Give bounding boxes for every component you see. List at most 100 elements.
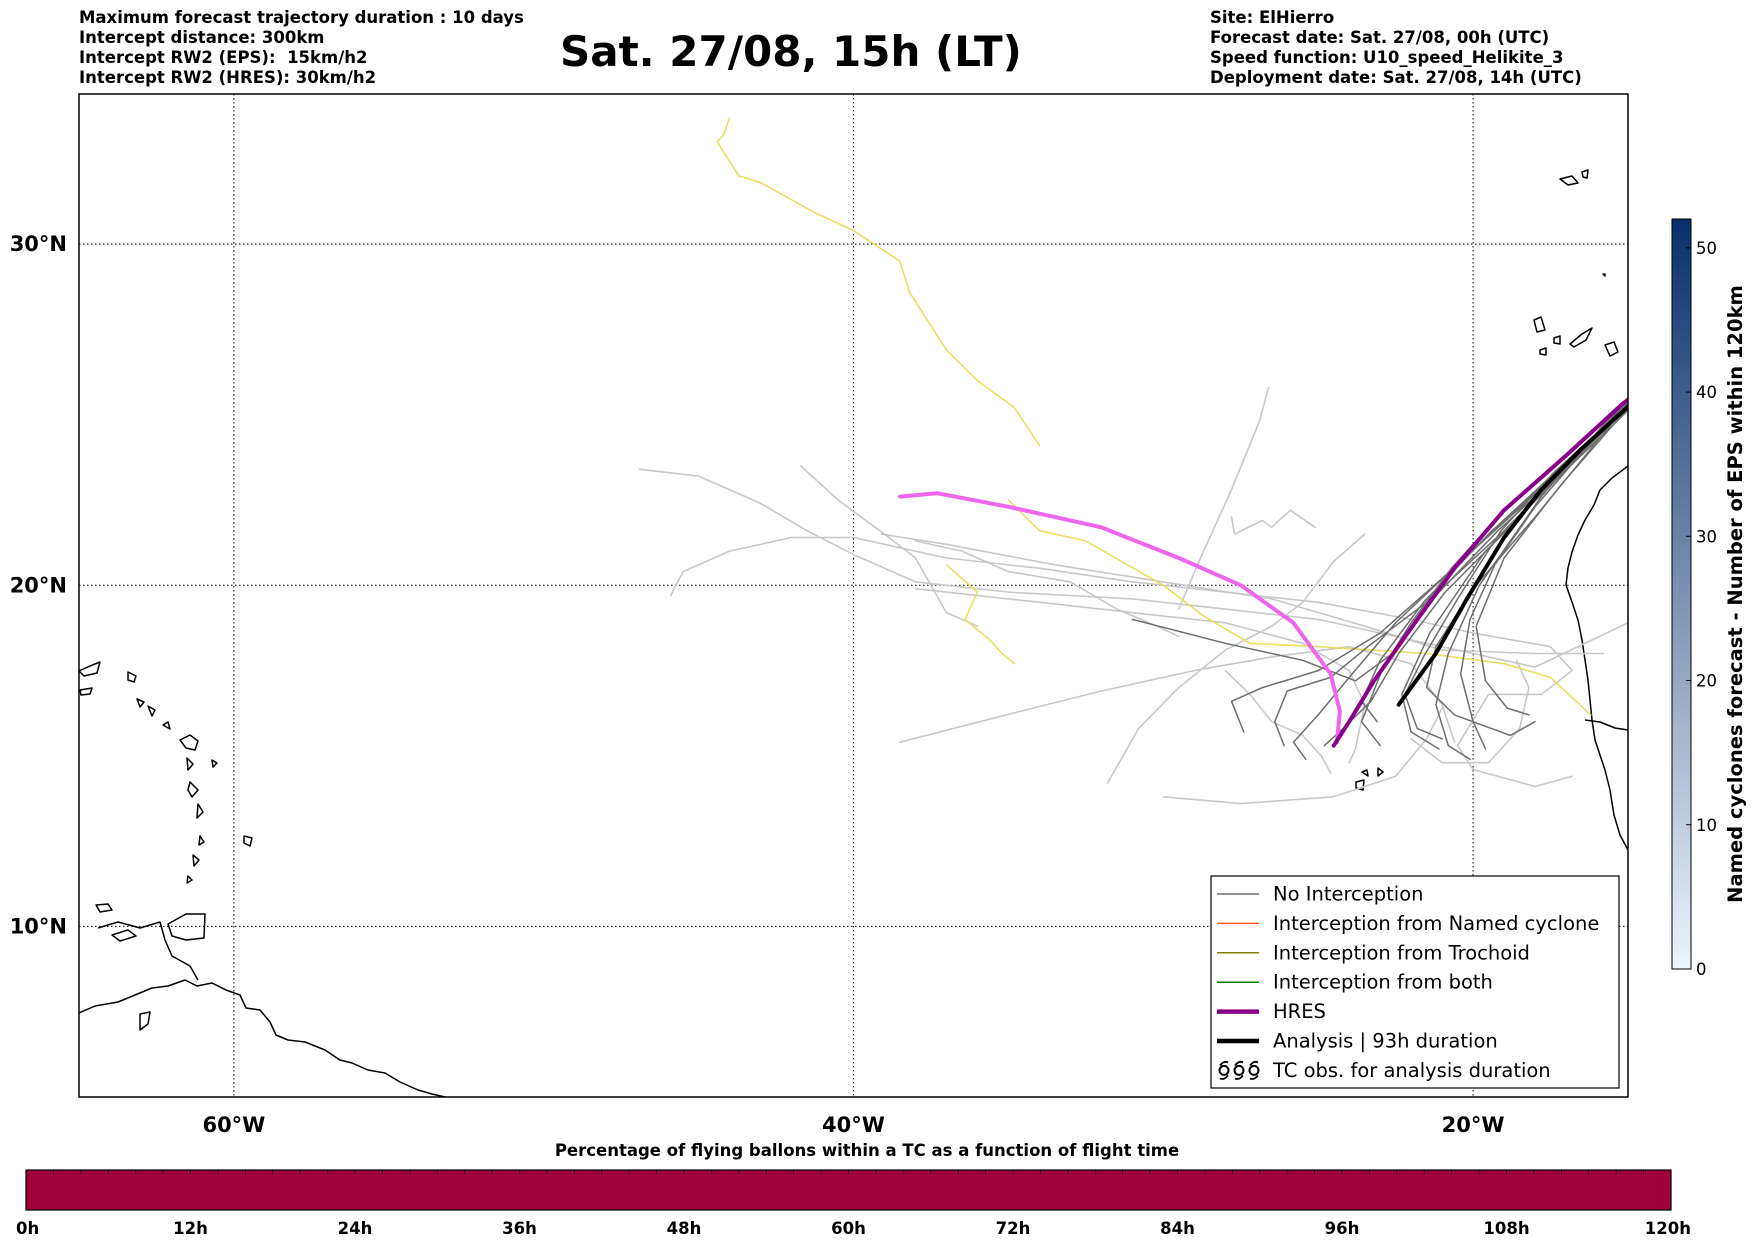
lon-tick-label: 40°W	[822, 1113, 885, 1137]
eps-track-light	[1106, 533, 1366, 784]
eps-colorbar: 0 10 20 30 40 50 Named cyclones forecast - Num…	[1671, 218, 1747, 979]
canary-3	[1533, 316, 1546, 333]
lat-tick-label: 20°N	[10, 573, 67, 597]
colorbar-tick-label: 30	[1696, 527, 1717, 546]
analysis-track	[1396, 403, 1628, 707]
intercept-eps-line: Intercept RW2 (EPS): 15km/h2	[79, 48, 368, 67]
page-title: Sat. 27/08, 15h (LT)	[560, 27, 1022, 76]
eps-track-yellow	[716, 117, 1041, 447]
island-1	[95, 903, 113, 913]
dominica	[186, 757, 194, 771]
eps-track-light	[638, 468, 1628, 668]
map-frame	[78, 93, 1629, 1098]
legend-box	[1210, 875, 1620, 1089]
eps-track-light	[880, 533, 1604, 655]
colorbar-gradient	[1671, 218, 1692, 970]
eps-track-no-interception	[1131, 405, 1628, 682]
flight-time-bar: 0h 12h 24h 36h 48h 60h 72h 84h 96h 108h 120h	[16, 1169, 1691, 1238]
bar-tick-label: 60h	[831, 1219, 866, 1238]
header-left-info: Maximum forecast trajectory duration : 1…	[79, 8, 524, 88]
eps-track-light	[800, 465, 979, 627]
eps-track-yellow	[1007, 499, 1592, 716]
lat-tick-label: 10°N	[10, 914, 67, 938]
speed-function-line: Speed function: U10_speed_Helikite_3	[1210, 48, 1564, 67]
venezuela-coast	[97, 921, 199, 981]
eps-track-light	[899, 645, 1456, 743]
eps-track-no-interception	[1459, 407, 1628, 750]
colorbar-tick-label: 0	[1696, 960, 1707, 979]
hres-deterministic-track	[898, 491, 1342, 745]
lat-tick-label: 30°N	[10, 232, 67, 256]
legend-label: HRES	[1273, 1000, 1326, 1023]
bar-tick-label: 120h	[1645, 1219, 1691, 1238]
antilles-1	[79, 661, 101, 677]
eps-track-yellow	[945, 564, 1016, 665]
cape-verde-2	[1361, 769, 1369, 777]
flight-time-bar-fill	[25, 1169, 1672, 1211]
martinique	[187, 781, 199, 798]
tenerife	[1569, 327, 1593, 348]
map-gridlines	[79, 94, 1628, 1097]
guadeloupe	[179, 734, 199, 751]
eps-track-no-interception	[1435, 396, 1628, 761]
colorbar-tick-label: 10	[1696, 816, 1717, 835]
st-lucia	[196, 803, 204, 819]
intercept-hres-line: Intercept RW2 (HRES): 30km/h2	[79, 68, 377, 87]
antilles-5	[147, 705, 156, 717]
legend-label: No Interception	[1273, 883, 1424, 906]
lon-tick-label: 20°W	[1442, 1113, 1505, 1137]
antilles-2	[79, 687, 93, 696]
eps-track-no-interception	[1401, 409, 1628, 750]
antilles-4	[136, 698, 145, 708]
bar-tick-label: 108h	[1483, 1219, 1529, 1238]
eps-track-no-interception	[1475, 406, 1628, 716]
legend-label: Interception from Trochoid	[1273, 941, 1530, 964]
deployment-date-line: Deployment date: Sat. 27/08, 14h (UTC)	[1210, 68, 1582, 87]
canary-1	[1559, 175, 1579, 186]
legend-label: TC obs. for analysis duration	[1272, 1059, 1551, 1082]
eps-track-light	[914, 587, 1366, 764]
antilles-8	[186, 875, 193, 884]
typhoon-glyph-tail	[1234, 1060, 1244, 1080]
bar-tick-label: 0h	[16, 1219, 39, 1238]
africa-coast	[1565, 465, 1628, 851]
map-axis-ticks: 30°N 20°N 10°N 60°W 40°W 20°W	[10, 232, 1505, 1137]
max-duration-line: Maximum forecast trajectory duration : 1…	[79, 8, 524, 27]
colorbar-label: Named cyclones forecast - Number of EPS …	[1724, 285, 1747, 903]
cape-verde-1	[1355, 779, 1365, 791]
la-gomera	[1553, 335, 1561, 345]
intercept-distance-line: Intercept distance: 300km	[79, 28, 325, 47]
coastlines	[79, 169, 1628, 1097]
eps-track-light	[1230, 509, 1316, 535]
eps-track-light	[1410, 659, 1530, 764]
canary-2	[1581, 169, 1589, 179]
typhoon-glyph-tail	[1219, 1060, 1229, 1080]
legend: No Interception Interception from Named c…	[1210, 875, 1620, 1089]
antilles-6	[162, 721, 171, 730]
typhoon-glyph-tail	[1249, 1060, 1259, 1080]
eps-track-light	[1178, 386, 1270, 610]
eps-track-light	[669, 536, 1573, 788]
typhoon-glyph	[1248, 1064, 1260, 1076]
gran-canaria	[1604, 341, 1619, 357]
eps-track-light	[1224, 669, 1332, 774]
bar-tick-label: 36h	[502, 1219, 537, 1238]
eps-track-no-interception	[1230, 401, 1628, 733]
forecast-date-line: Forecast date: Sat. 27/08, 00h (UTC)	[1210, 28, 1550, 47]
grenada	[192, 854, 200, 867]
bottom-bar-title: Percentage of flying ballons within a TC…	[555, 1141, 1179, 1160]
bar-tick-label: 24h	[338, 1219, 373, 1238]
typhoon-glyph	[1233, 1064, 1245, 1076]
header-right-info: Site: ElHierro Forecast date: Sat. 27/08…	[1210, 8, 1582, 88]
lon-tick-label: 60°W	[202, 1113, 265, 1137]
eps-track-light	[914, 540, 1180, 638]
bar-tick-label: 12h	[173, 1219, 208, 1238]
bar-tick-label: 84h	[1160, 1219, 1195, 1238]
colorbar-tick-label: 20	[1696, 672, 1717, 691]
colorbar-tick-label: 50	[1696, 239, 1717, 258]
antilles-7	[211, 759, 218, 768]
legend-label: Interception from Named cyclone	[1273, 912, 1599, 935]
africa-islet	[1602, 273, 1606, 277]
trinidad-coast	[167, 913, 206, 941]
